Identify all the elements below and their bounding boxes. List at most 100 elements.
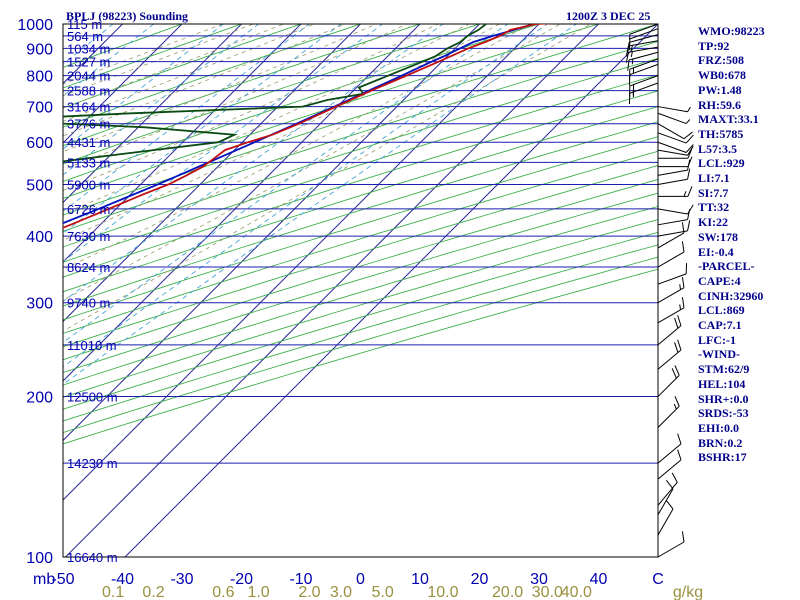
temperature-label: -30: [170, 571, 193, 588]
index-item: WB0:678: [698, 68, 746, 83]
wind-barb-staff: [657, 287, 685, 304]
wind-barb-staff: [657, 230, 688, 237]
dry-adiabat-line: [63, 106, 658, 293]
dry-adiabat-line: [63, 244, 658, 422]
wind-barb-flag: [687, 208, 691, 220]
height-label: 2044 m: [67, 69, 110, 84]
dry-adiabat-line: [63, 24, 481, 165]
wind-barb-staff: [657, 374, 680, 397]
dry-adiabat-line: [63, 192, 658, 374]
height-label: 5133 m: [67, 155, 110, 170]
temperature-labels: -50 -40 -30 -20 -10 0 10 20 30 40: [51, 571, 607, 588]
isotherm-line: [63, 24, 183, 144]
wind-barb-flag: [687, 148, 693, 159]
wind-barb: [657, 106, 691, 113]
dry-adiabat-line: [63, 24, 362, 128]
isotherm-line: [63, 24, 480, 442]
wind-barb-staff: [657, 169, 688, 176]
wind-barb-half-flag: [673, 403, 677, 410]
dry-adiabats: [63, 24, 658, 445]
dry-adiabat-line: [63, 74, 658, 263]
index-item: STM:62/9: [698, 362, 750, 377]
index-item: LFC:-1: [698, 332, 736, 347]
isotherm-line: [0, 24, 4, 557]
mixing-ratio-line: [63, 24, 384, 263]
index-item: CINH:32960: [698, 288, 764, 303]
wind-barb-staff: [628, 51, 659, 61]
temperature-label: -20: [230, 571, 253, 588]
index-item: WMO:98223: [698, 24, 765, 38]
station-title: BPLJ (98223) Sounding: [66, 9, 189, 23]
dry-adiabat-line: [63, 90, 658, 278]
wind-barb-flag: [681, 276, 685, 288]
height-label: 1527 m: [67, 55, 110, 70]
temperature-label: 0: [356, 571, 365, 588]
wind-barb-staff: [657, 219, 688, 226]
moist-adiabat-line: [63, 24, 470, 215]
index-item: TT:32: [698, 200, 730, 215]
mixing-ratio-label: 10.0: [427, 584, 458, 600]
plot-frame: [62, 23, 659, 558]
wind-barb-half-flag: [631, 58, 634, 65]
wind-barb-flag: [625, 45, 629, 57]
index-item: PW:1.48: [698, 82, 742, 97]
wind-barb: [629, 23, 659, 40]
wind-barb-staff: [628, 34, 659, 43]
dry-adiabat-line: [63, 57, 658, 248]
wind-barb-flag: [674, 396, 680, 407]
index-item: SI:7.7: [698, 185, 729, 200]
wind-barb-flag: [681, 241, 685, 253]
pressure-unit-label: mb: [33, 571, 55, 588]
wind-barb-staff: [657, 405, 680, 428]
wind-barb-flag: [677, 433, 682, 445]
moist-adiabat-line: [63, 24, 562, 301]
dry-adiabat-line: [63, 150, 658, 334]
wind-barb: [628, 82, 659, 105]
wind-barb-flag: [674, 317, 679, 329]
wind-barb-flag: [627, 59, 630, 71]
wind-barb-flag: [685, 134, 694, 144]
height-label: 4431 m: [67, 135, 110, 150]
pressure-label: 1000: [17, 17, 53, 34]
wind-barbs: [625, 23, 694, 558]
temperature-label: -10: [289, 571, 312, 588]
wind-barb-flag: [671, 368, 677, 379]
wind-barb-flag: [674, 365, 680, 376]
index-item: SRDS:-53: [698, 406, 749, 421]
parcel-trace: [63, 24, 538, 225]
height-label: 3164 m: [67, 100, 110, 115]
height-label: 8624 m: [67, 260, 110, 275]
wind-barb-staff: [657, 273, 687, 285]
wind-barb-staff: [628, 40, 659, 47]
dewpoint-trace: [63, 24, 487, 163]
wind-barb: [657, 472, 678, 506]
wind-barb-flag: [683, 131, 693, 140]
mixing-ratio-labels: 0.1 0.2 0.6 1.0 2.0 3.0 5.0 10.0 20.0 30.040.0: [102, 584, 592, 600]
index-item: SHR+:0.0: [698, 391, 749, 406]
pressure-label: 100: [26, 550, 53, 567]
wind-barb: [657, 132, 694, 144]
dry-adiabat-line: [63, 179, 658, 361]
wind-barb-flag: [677, 449, 682, 460]
pressure-labels: 100 200 300 400 500 600 700 800 900 1000: [17, 17, 53, 567]
mixing-ratio-label: 20.0: [492, 584, 523, 600]
dry-adiabat-line: [63, 165, 658, 348]
wind-barb-staff: [657, 443, 682, 464]
wind-barb: [657, 220, 691, 237]
index-item: BRN:0.2: [698, 435, 743, 450]
wind-barb: [628, 28, 659, 50]
index-item: -PARCEL-: [698, 259, 755, 274]
wind-barb-staff: [657, 349, 682, 370]
wind-barb: [657, 168, 691, 185]
wind-barb: [657, 263, 688, 285]
mixing-ratio-label: 0.2: [142, 584, 164, 600]
dry-adiabat-line: [63, 205, 658, 386]
index-item: -WIND-: [698, 347, 740, 362]
wind-barb-staff: [657, 251, 685, 268]
mixing-ratio-label: 40.0: [561, 584, 592, 600]
wind-barb-flag: [665, 500, 674, 510]
wind-barb: [657, 145, 694, 156]
wind-barb: [657, 297, 685, 324]
dry-adiabat-line: [63, 24, 422, 147]
